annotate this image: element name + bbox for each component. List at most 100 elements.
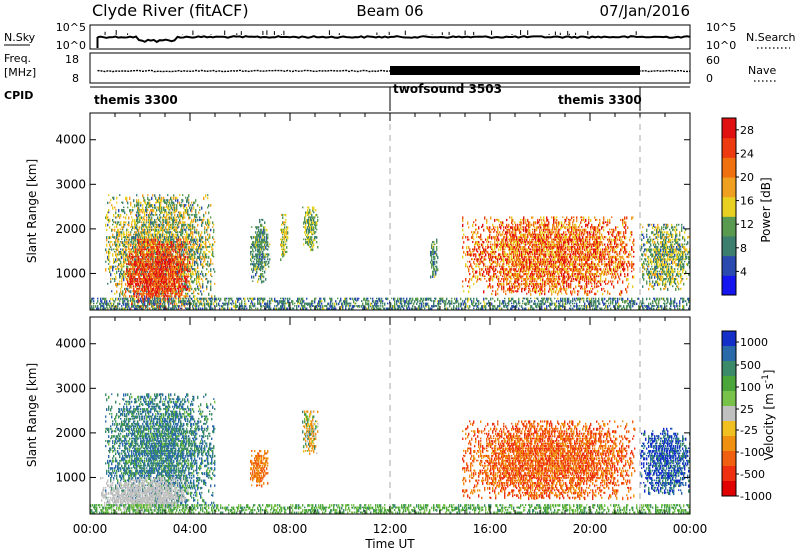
heatmap-cell — [268, 305, 270, 309]
heatmap-cell — [109, 236, 111, 240]
heatmap-cell — [558, 305, 560, 309]
heatmap-cell — [669, 302, 671, 305]
heatmap-cell — [503, 300, 505, 304]
heatmap-cell — [153, 223, 155, 227]
heatmap-cell — [156, 263, 158, 267]
heatmap-cell — [192, 268, 194, 271]
heatmap-cell — [191, 258, 193, 261]
heatmap-cell — [352, 307, 354, 310]
heatmap-cell — [122, 241, 124, 245]
heatmap-cell — [110, 241, 112, 244]
heatmap-cell — [140, 236, 142, 239]
heatmap-cell — [112, 265, 114, 269]
heatmap-cell — [187, 268, 189, 272]
heatmap-cell — [136, 231, 138, 234]
heatmap-cell — [159, 253, 161, 257]
heatmap-cell — [368, 300, 370, 302]
heatmap-cell — [130, 263, 132, 266]
heatmap-cell — [110, 245, 112, 248]
heatmap-cell — [121, 226, 123, 229]
heatmap-cell — [121, 268, 123, 272]
heatmap-cell — [158, 307, 160, 310]
heatmap-cell — [175, 248, 177, 252]
heatmap-cell — [100, 300, 102, 303]
heatmap-cell — [443, 300, 445, 304]
heatmap-cell — [278, 302, 280, 305]
heatmap-cell — [185, 285, 187, 289]
heatmap-cell — [166, 243, 168, 246]
heatmap-cell — [281, 231, 283, 234]
heatmap-cell — [266, 248, 268, 250]
heatmap-cell — [205, 211, 207, 215]
heatmap-cell — [144, 292, 146, 295]
heatmap-cell — [177, 238, 179, 242]
heatmap-cell — [179, 260, 181, 265]
heatmap-cell — [269, 243, 271, 246]
heatmap-cell — [136, 201, 138, 204]
heatmap-cell — [377, 300, 379, 303]
heatmap-cell — [176, 209, 178, 212]
heatmap-cell — [118, 268, 120, 271]
heatmap-cell — [172, 238, 174, 241]
heatmap-cell — [231, 307, 233, 310]
heatmap-cell — [114, 228, 116, 232]
heatmap-cell — [615, 300, 617, 304]
heatmap-cell — [138, 265, 140, 269]
heatmap-cell — [145, 297, 147, 301]
heatmap-cell — [139, 258, 141, 261]
heatmap-cell — [303, 307, 305, 310]
heatmap-cell — [160, 292, 162, 295]
heatmap-cell — [130, 282, 132, 286]
heatmap-cell — [119, 292, 121, 296]
heatmap-cell — [133, 263, 135, 266]
heatmap-cell — [266, 243, 268, 247]
heatmap-cell — [167, 213, 169, 216]
heatmap-cell — [105, 297, 107, 301]
heatmap-cell — [152, 241, 154, 244]
heatmap-cell — [169, 275, 171, 279]
heatmap-cell — [180, 213, 182, 217]
heatmap-cell — [144, 199, 146, 202]
heatmap-cell — [127, 241, 129, 243]
heatmap-cell — [174, 268, 176, 270]
heatmap-cell — [258, 245, 260, 248]
heatmap-cell — [188, 223, 190, 226]
heatmap-cell — [178, 297, 180, 300]
heatmap-cell — [149, 216, 151, 219]
heatmap-cell — [485, 297, 487, 300]
heatmap-cell — [268, 307, 270, 310]
heatmap-cell — [114, 250, 116, 253]
heatmap-cell — [116, 243, 118, 247]
heatmap-cell — [117, 305, 119, 308]
heatmap-cell — [133, 287, 135, 292]
heatmap-cell — [153, 305, 155, 308]
heatmap-cell — [148, 201, 150, 205]
heatmap-cell — [166, 277, 168, 281]
heatmap-cell — [529, 300, 531, 304]
heatmap-cell — [154, 273, 156, 276]
heatmap-cell — [121, 255, 123, 260]
heatmap-cell — [130, 204, 132, 207]
heatmap-cell — [382, 302, 384, 305]
heatmap-cell — [168, 201, 170, 204]
heatmap-cell — [239, 297, 241, 300]
heatmap-cell — [281, 243, 283, 247]
heatmap-cell — [132, 226, 134, 230]
heatmap-cell — [593, 297, 595, 300]
heatmap-cell — [280, 305, 282, 308]
heatmap-cell — [431, 307, 433, 310]
heatmap-cell — [256, 268, 258, 271]
heatmap-cell — [666, 297, 668, 301]
heatmap-cell — [250, 305, 252, 309]
heatmap-cell — [157, 295, 159, 298]
heatmap-cell — [577, 305, 579, 308]
heatmap-cell — [142, 273, 144, 275]
heatmap-cell — [179, 277, 181, 280]
heatmap-cell — [188, 255, 190, 259]
heatmap-cell — [161, 290, 163, 293]
heatmap-cell — [150, 263, 152, 267]
heatmap-cell — [659, 297, 661, 301]
heatmap-cell — [123, 236, 125, 239]
heatmap-cell — [162, 273, 164, 276]
heatmap-cell — [171, 248, 173, 251]
